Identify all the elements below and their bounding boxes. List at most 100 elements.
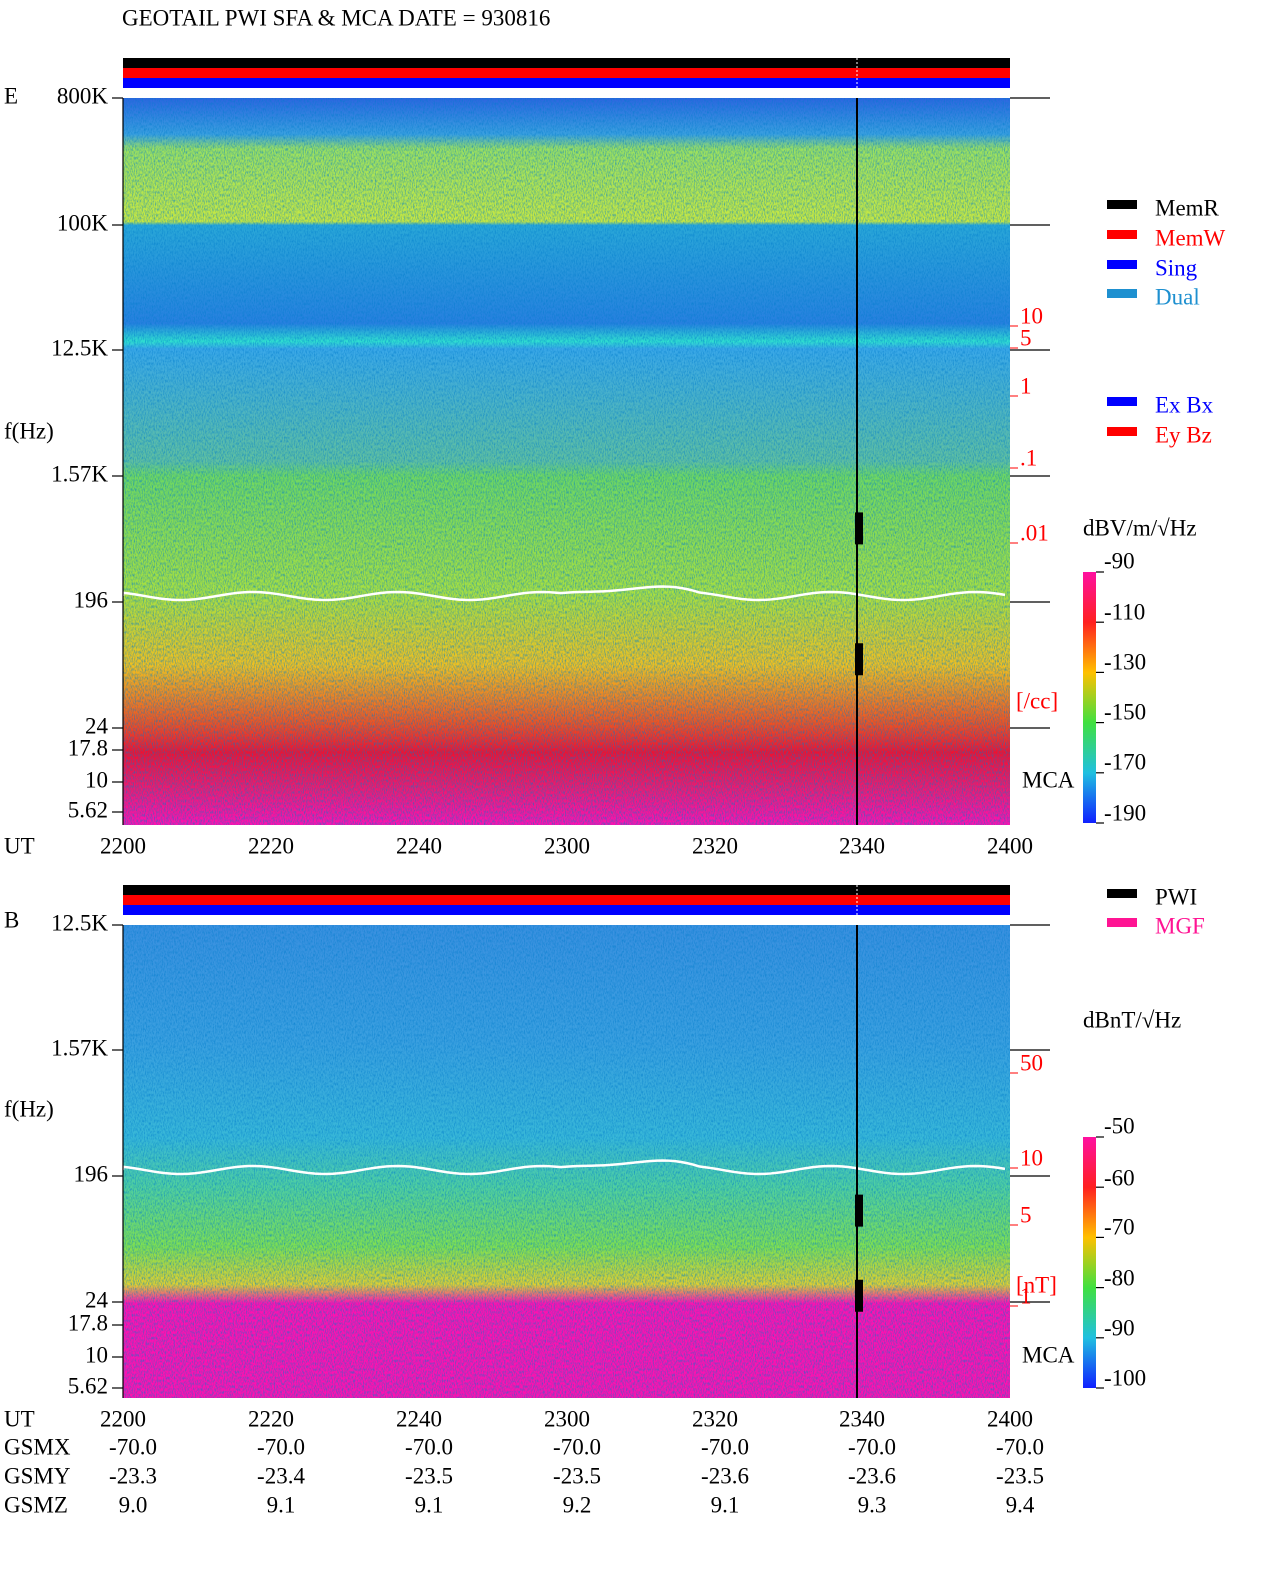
legend-swatch — [1107, 889, 1137, 898]
colorbar-tick-label: -170 — [1104, 749, 1146, 774]
orbit-label: GSMZ — [4, 1492, 68, 1517]
legend-swatch — [1107, 260, 1137, 269]
x-tick-label: 2200 — [100, 833, 146, 858]
y-tick-label: 10 — [85, 1342, 108, 1367]
mode-bar — [123, 68, 1010, 78]
panel-label: E — [4, 83, 18, 108]
mode-bar — [123, 895, 1010, 905]
orbit-value: 9.1 — [267, 1492, 296, 1517]
y-tick-label: 12.5K — [51, 910, 108, 935]
x-tick-label: 2200 — [100, 1406, 146, 1431]
orbit-value: 9.3 — [858, 1492, 887, 1517]
y-tick-label: 5.62 — [68, 797, 108, 822]
colorbar-tick-label: -190 — [1104, 800, 1146, 825]
x-axis-label: UT — [4, 833, 35, 858]
colorbar-tick-label: -100 — [1104, 1365, 1146, 1390]
orbit-value: -70.0 — [109, 1434, 157, 1459]
mca-label: MCA — [1022, 1342, 1075, 1367]
x-tick-label: 2220 — [248, 1406, 294, 1431]
legend-label: MGF — [1155, 913, 1205, 938]
density-tick-label: 50 — [1020, 1050, 1043, 1075]
legend-label: Sing — [1155, 255, 1198, 280]
mode-bar — [123, 905, 1010, 915]
colorbar-unit: dBV/m/√Hz — [1083, 515, 1197, 540]
flag — [855, 1279, 863, 1312]
y-axis-title: f(Hz) — [4, 1096, 54, 1121]
legend-label: Ey Bz — [1155, 422, 1212, 447]
y-tick-label: 100K — [57, 210, 109, 235]
orbit-value: 9.4 — [1006, 1492, 1035, 1517]
colorbar-tick-label: -60 — [1104, 1165, 1135, 1190]
x-tick-label: 2400 — [987, 833, 1033, 858]
density-tick-label: 10 — [1020, 1145, 1043, 1170]
colorbar-tick-label: -90 — [1104, 548, 1135, 573]
density-tick-label: .01 — [1020, 520, 1049, 545]
mode-bar — [123, 885, 1010, 895]
orbit-value: 9.1 — [711, 1492, 740, 1517]
y-tick-label: 17.8 — [68, 1310, 108, 1335]
orbit-value: -23.5 — [996, 1463, 1044, 1488]
y-tick-label: 196 — [74, 1161, 109, 1186]
orbit-value: -70.0 — [848, 1434, 896, 1459]
density-tick-label: 5 — [1020, 1202, 1032, 1227]
y-tick-label: 1.57K — [51, 461, 108, 486]
density-tick-label: 10 — [1020, 303, 1043, 328]
colorbar-tick-label: -150 — [1104, 699, 1146, 724]
colorbar-tick-label: -50 — [1104, 1113, 1135, 1138]
colorbar-tick-label: -70 — [1104, 1214, 1135, 1239]
density-tick-label: .1 — [1020, 445, 1037, 470]
density-tick-label: 5 — [1020, 325, 1032, 350]
colorbar-tick-label: -90 — [1104, 1315, 1135, 1340]
x-tick-label: 2340 — [839, 833, 885, 858]
orbit-label: GSMX — [4, 1434, 71, 1459]
legend-swatch — [1107, 397, 1137, 406]
y-axis-title: f(Hz) — [4, 418, 54, 443]
orbit-value: -70.0 — [996, 1434, 1044, 1459]
colorbar-tick-label: -130 — [1104, 649, 1146, 674]
y-tick-label: 196 — [74, 587, 109, 612]
legend-label: PWI — [1155, 884, 1197, 909]
orbit-value: -23.6 — [848, 1463, 896, 1488]
y-tick-label: 1.57K — [51, 1035, 108, 1060]
density-tick-label: 1 — [1020, 373, 1032, 398]
orbit-value: 9.2 — [563, 1492, 592, 1517]
colorbar — [1083, 1137, 1096, 1388]
orbit-value: -23.4 — [257, 1463, 305, 1488]
x-tick-label: 2320 — [692, 833, 738, 858]
density-tick-label: 1 — [1020, 1283, 1032, 1308]
x-tick-label: 2220 — [248, 833, 294, 858]
x-tick-label: 2300 — [544, 1406, 590, 1431]
x-axis-label: UT — [4, 1406, 35, 1431]
x-tick-label: 2240 — [396, 1406, 442, 1431]
x-tick-label: 2340 — [839, 1406, 885, 1431]
density-unit: [/cc] — [1016, 688, 1058, 713]
flag — [855, 512, 863, 545]
mode-bar — [123, 78, 1010, 88]
legend-swatch — [1107, 427, 1137, 436]
y-tick-label: 10 — [85, 767, 108, 792]
legend-swatch — [1107, 200, 1137, 209]
colorbar — [1083, 572, 1096, 823]
legend-label: MemW — [1155, 225, 1226, 250]
x-tick-label: 2400 — [987, 1406, 1033, 1431]
orbit-label: GSMY — [4, 1463, 71, 1488]
x-tick-label: 2240 — [396, 833, 442, 858]
y-tick-label: 17.8 — [68, 735, 108, 760]
orbit-value: -23.6 — [701, 1463, 749, 1488]
legend-label: Dual — [1155, 284, 1200, 309]
flag — [855, 1194, 863, 1227]
orbit-value: -23.3 — [109, 1463, 157, 1488]
y-tick-label: 12.5K — [51, 335, 108, 360]
orbit-value: 9.0 — [119, 1492, 148, 1517]
y-tick-label: 24 — [85, 713, 109, 738]
density-unit: [nT] — [1016, 1272, 1057, 1297]
x-tick-label: 2300 — [544, 833, 590, 858]
legend-label: Ex Bx — [1155, 392, 1214, 417]
orbit-value: -70.0 — [405, 1434, 453, 1459]
orbit-value: -70.0 — [701, 1434, 749, 1459]
panel-label: B — [4, 907, 19, 932]
mca-label: MCA — [1022, 767, 1075, 792]
legend-swatch — [1107, 918, 1137, 927]
y-tick-label: 24 — [85, 1287, 109, 1312]
